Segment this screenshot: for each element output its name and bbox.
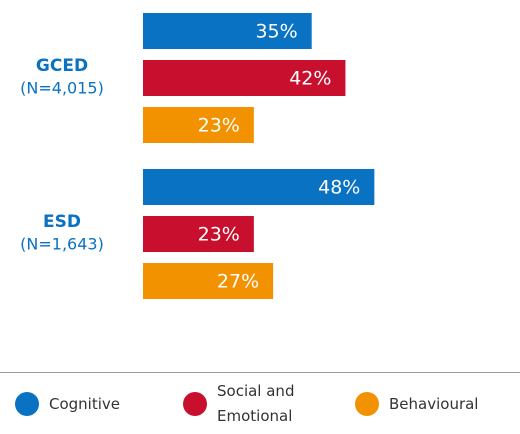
plot: GCED (N=4,015) 35% 42% 23% ESD (N=1,643) 48% 23%…: [20, 13, 375, 299]
legend-label: Cognitive: [49, 394, 121, 413]
legend-label: Behavioural: [389, 394, 479, 413]
category-subtitle: (N=4,015): [20, 79, 104, 98]
legend-item: Behavioural: [355, 373, 520, 434]
legend-swatch: [183, 392, 207, 416]
legend-label: Social and Emotional: [217, 382, 295, 425]
value-label: 42%: [289, 68, 331, 90]
category-label: GCED: [36, 56, 88, 76]
value-label: 23%: [198, 224, 240, 246]
legend-item: Social and Emotional: [183, 373, 312, 434]
legend-item: Cognitive: [15, 373, 189, 434]
bar: [143, 107, 254, 143]
bar: [143, 13, 312, 49]
value-label: 27%: [217, 271, 259, 293]
category-subtitle: (N=1,643): [20, 235, 104, 254]
bar: [143, 263, 274, 299]
legend: Cognitive Social and Emotional Behavioural: [0, 372, 520, 434]
value-label: 35%: [255, 21, 297, 43]
value-label: 48%: [318, 177, 360, 199]
legend-swatch: [15, 392, 39, 416]
bar: [143, 169, 375, 205]
value-label: 23%: [198, 115, 240, 137]
bar: [143, 216, 254, 252]
bar: [143, 60, 346, 96]
legend-swatch: [355, 392, 379, 416]
category-label: ESD: [43, 212, 81, 232]
